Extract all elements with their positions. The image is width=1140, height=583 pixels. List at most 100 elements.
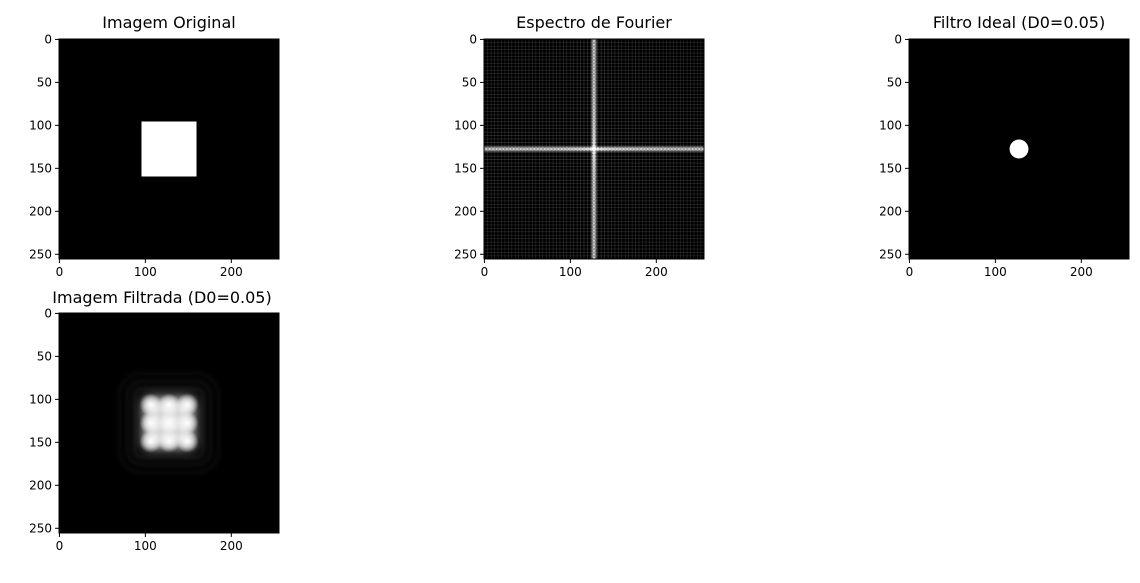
spectrum-dot <box>592 103 596 106</box>
ripple-blob <box>139 411 163 435</box>
spectrum-dot <box>559 147 562 151</box>
ringing-halo <box>133 387 205 459</box>
panel-title: Espectro de Fourier <box>516 13 672 32</box>
x-tick-label: 100 <box>984 265 1007 279</box>
spectrum-dot <box>592 182 596 185</box>
spectrum-dot <box>592 248 596 251</box>
spectrum-dot <box>592 66 596 68</box>
y-tick-label: 0 <box>894 32 902 46</box>
spectrum-dot <box>627 147 630 151</box>
spectrum-dot <box>592 155 596 158</box>
spectrum-dot <box>682 147 685 151</box>
spectrum-dc-peak <box>591 146 597 152</box>
spectrum-dot <box>583 147 586 151</box>
spectrum-dot <box>592 131 596 134</box>
x-tick-label: 200 <box>220 539 243 553</box>
spectrum-dot <box>592 110 596 113</box>
y-tick-label: 250 <box>29 247 52 261</box>
x-tick-label: 0 <box>56 539 64 553</box>
spectrum-dot <box>507 147 510 151</box>
spectrum-dot <box>576 147 579 151</box>
y-tick-label: 150 <box>454 161 477 175</box>
spectrum-dot <box>592 124 596 127</box>
panel-title: Imagem Original <box>102 13 235 32</box>
spectrum-dot <box>614 147 617 151</box>
spectrum-dot <box>596 147 599 151</box>
spectrum-dot <box>524 147 527 151</box>
spectrum-dot <box>592 169 596 172</box>
ripple-blob <box>139 429 163 453</box>
x-tick-label: 0 <box>906 265 914 279</box>
spectrum-dot <box>607 147 610 151</box>
spectrum-dot <box>514 147 517 151</box>
spectrum-dot <box>693 147 696 151</box>
spectrum-dot <box>592 251 596 254</box>
spectrum-dot <box>617 147 620 151</box>
spectrum-dot <box>592 186 596 189</box>
spectrum-dot <box>676 147 678 151</box>
spectrum-dot <box>665 147 668 151</box>
spectrum-dot <box>592 200 596 203</box>
ringing-halo <box>118 372 220 474</box>
ripple-blob <box>175 429 199 453</box>
x-tick-label: 200 <box>1070 265 1093 279</box>
spectrum-dot <box>592 231 596 233</box>
spectrum-dot <box>592 158 596 161</box>
axis-ticks: 0 100 200 0 50 100 150 200 250 <box>879 32 1093 279</box>
spectrum-dot <box>592 227 596 230</box>
spectrum-dot <box>592 220 596 223</box>
image-area <box>484 39 704 259</box>
spectrum-dot <box>610 147 613 151</box>
y-tick-label: 250 <box>29 521 52 535</box>
x-tick-label: 200 <box>645 265 668 279</box>
x-tick-label: 0 <box>56 265 64 279</box>
axes-frame <box>908 38 1130 260</box>
y-tick-label: 50 <box>37 75 52 89</box>
spectrum-dot <box>592 90 596 93</box>
spectrum-dot <box>562 147 565 151</box>
spectrum-dot <box>648 147 651 151</box>
spectrum-dot <box>592 127 596 130</box>
spectrum-dot <box>592 96 596 99</box>
spectrum-dot <box>592 79 596 82</box>
spectrum-dot <box>634 147 637 151</box>
spectrum-dot <box>592 241 596 244</box>
y-tick-label: 100 <box>879 118 902 132</box>
spectrum-dot <box>552 147 555 151</box>
y-tick-label: 50 <box>37 349 52 363</box>
spectrum-dot <box>624 147 627 151</box>
subplot-filtro-ideal: Filtro Ideal (D0=0.05) 0 100 200 0 50 100 150 2… <box>879 13 1130 279</box>
spectrum-dot <box>531 147 534 151</box>
spectrum-dot <box>592 210 596 213</box>
y-tick-label: 200 <box>454 204 477 218</box>
y-tick-label: 200 <box>29 478 52 492</box>
spectrum-dot <box>493 147 496 151</box>
axis-ticks: 0 100 200 0 50 100 150 200 250 <box>454 32 668 279</box>
y-tick-label: 250 <box>879 247 902 261</box>
spectrum-dot <box>555 147 558 151</box>
spectrum-dot <box>603 147 606 151</box>
spectrum-dot <box>696 147 699 151</box>
spectrum-dot <box>686 147 689 151</box>
spectrum-dot <box>592 76 596 79</box>
spectrum-dot <box>689 147 692 151</box>
spectrum-dot <box>592 165 596 168</box>
spectrum-dot <box>655 147 658 151</box>
spectrum-dot <box>500 147 503 151</box>
spectrum-dot <box>521 147 524 151</box>
spectrum-dot <box>517 147 520 151</box>
spectrum-dot <box>669 147 672 151</box>
spectrum-dot <box>592 255 596 258</box>
ringing-halo <box>126 380 212 466</box>
x-tick-label: 0 <box>481 265 489 279</box>
x-tick-label: 100 <box>134 539 157 553</box>
panel-title: Imagem Filtrada (D0=0.05) <box>52 288 271 307</box>
ripple-blob <box>175 393 199 417</box>
spectrum-dot <box>511 147 513 151</box>
spectrum-dot <box>548 147 551 151</box>
spectrum-dot <box>592 193 596 196</box>
spectrum-dot <box>592 121 596 123</box>
spectrum-dot <box>621 147 623 151</box>
spectrum-dot <box>658 147 661 151</box>
